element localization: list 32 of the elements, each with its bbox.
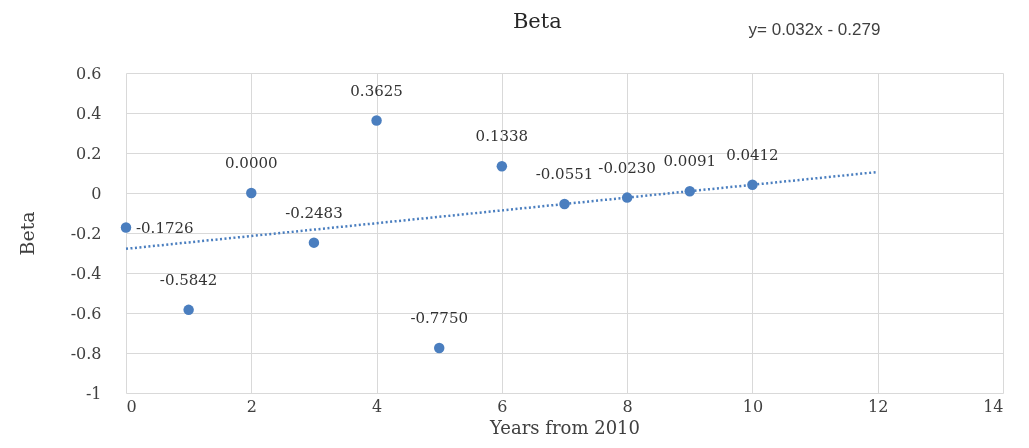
y-tick-label: -0.4 [70, 263, 102, 283]
data-label: -0.0230 [598, 158, 656, 177]
y-tick-label: -1 [85, 383, 102, 403]
x-tick-label: 8 [622, 396, 633, 416]
data-label: 0.0091 [663, 152, 717, 171]
data-label: -0.5842 [159, 270, 218, 289]
y-axis-title: Beta [15, 211, 38, 256]
y-tick-label: -0.2 [70, 223, 102, 243]
x-axis-title: Years from 2010 [489, 416, 640, 438]
data-label: 0.0412 [726, 145, 779, 164]
data-label: -0.1726 [136, 218, 194, 237]
x-tick-label: 0 [126, 396, 137, 416]
data-label: 0.1338 [475, 127, 529, 146]
y-tick-label: -0.6 [70, 303, 102, 323]
data-label: -0.0551 [535, 165, 594, 184]
y-tick-label: 0 [91, 183, 102, 203]
data-label: -0.7750 [410, 309, 468, 327]
x-tick-label: 2 [246, 396, 257, 416]
data-label: 0.0000 [225, 154, 278, 172]
x-tick-label: 4 [371, 396, 383, 416]
x-tick-label: 6 [497, 396, 508, 416]
chart-title: Beta [512, 9, 562, 33]
y-tick-label: -0.8 [70, 343, 102, 363]
x-tick-label: 14 [983, 396, 1004, 416]
data-label: -0.2483 [285, 203, 343, 222]
data-label: 0.3625 [350, 81, 403, 100]
text: y= 0.032x - 0.279 [748, 20, 881, 39]
x-tick-label: 12 [868, 396, 889, 416]
y-tick-label: 0.2 [76, 143, 102, 163]
x-tick-label: 10 [742, 396, 764, 416]
y-tick-label: 0.4 [76, 103, 102, 123]
y-tick-label: 0.6 [76, 63, 102, 83]
